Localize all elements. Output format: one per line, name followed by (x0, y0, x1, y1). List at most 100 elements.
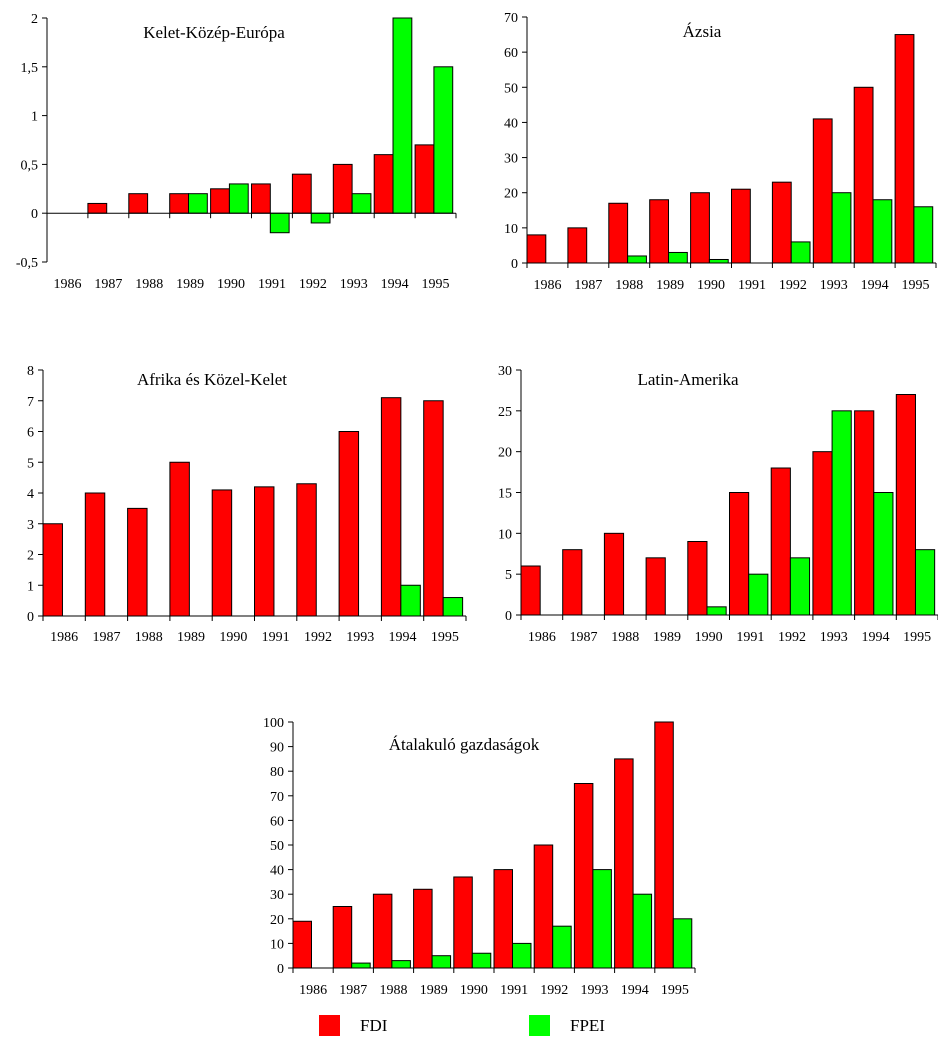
fdi-bar-1990 (211, 489, 233, 617)
fdi-bar-1989 (413, 888, 433, 969)
fpei-bar-1995 (442, 597, 464, 617)
y-tick-label: 5 (27, 456, 34, 471)
fdi-bar-1993 (332, 163, 353, 214)
fdi-bar-1992 (533, 844, 554, 969)
legend-swatch-fpei (529, 1015, 550, 1036)
x-tick-label: 1988 (135, 630, 163, 645)
fpei-bar-1990 (228, 183, 249, 214)
y-tick-label: 10 (498, 527, 512, 542)
x-tick-label: 1995 (431, 630, 459, 645)
chart-title: Átalakuló gazdaságok (389, 735, 540, 754)
y-tick-label: 8 (27, 364, 34, 379)
fpei-bar-1990 (708, 258, 729, 264)
chart-4: Latin-Amerika 0 5 10 15 20 25 30 1986 1987 1988 198… (498, 364, 938, 645)
y-tick-label: 100 (263, 716, 284, 731)
fdi-bar-1986 (526, 234, 547, 264)
fdi-bar-1990 (687, 541, 708, 616)
fpei-bar-1995 (913, 206, 934, 264)
y-tick-label: 40 (504, 116, 518, 131)
fdi-bar-1988 (372, 893, 393, 969)
fdi-bar-1995 (423, 400, 444, 617)
fdi-bar-1994 (854, 410, 875, 616)
fpei-bar-1992 (552, 925, 572, 969)
y-tick-label: 1,5 (21, 61, 39, 76)
fpei-bar-1987 (351, 962, 371, 969)
fpei-bar-1994 (872, 199, 893, 264)
x-tick-label: 1986 (50, 630, 78, 645)
y-tick-label: 5 (505, 568, 512, 583)
fdi-bar-1993 (812, 118, 833, 264)
x-tick-label: 1995 (422, 277, 450, 292)
fpei-bar-1993 (351, 193, 372, 214)
y-tick-label: 50 (270, 839, 284, 854)
x-tick-label: 1992 (778, 630, 806, 645)
fdi-bar-1992 (291, 173, 312, 214)
fdi-bar-1991 (254, 486, 275, 617)
fpei-bar-1993 (592, 869, 612, 969)
y-tick-label: 0 (511, 257, 518, 272)
fdi-bar-1990 (453, 876, 473, 969)
x-tick-label: 1991 (738, 278, 766, 293)
x-tick-label: 1986 (299, 983, 327, 998)
y-tick-label: 20 (504, 187, 518, 202)
x-tick-label: 1994 (621, 983, 649, 998)
y-tick-label: 30 (504, 152, 518, 167)
legend-label-fpei: FPEI (570, 1016, 605, 1035)
y-tick-label: 1 (27, 579, 34, 594)
fdi-bar-1989 (169, 461, 190, 617)
x-tick-label: 1988 (380, 983, 408, 998)
y-tick-label: 70 (270, 790, 284, 805)
chart-1: Kelet-Közép-Európa -0,5 0 0,5 1 1,5 2 1986 1987 1… (16, 12, 457, 292)
fpei-bar-1994 (400, 584, 421, 617)
y-tick-label: 15 (498, 487, 512, 502)
y-tick-label: 90 (270, 741, 284, 756)
fpei-bar-1991 (748, 573, 769, 616)
y-tick-label: 7 (27, 395, 34, 410)
x-tick-label: 1993 (820, 630, 848, 645)
fpei-bar-1993 (831, 410, 852, 616)
fpei-bar-1989 (188, 193, 208, 214)
y-tick-label: 40 (270, 864, 284, 879)
fpei-bar-1995 (672, 918, 693, 969)
y-tick-label: 25 (498, 405, 512, 420)
fdi-bar-1994 (373, 154, 394, 214)
x-tick-label: 1990 (695, 630, 723, 645)
x-tick-label: 1986 (528, 630, 556, 645)
y-tick-label: 30 (498, 364, 512, 379)
y-tick-label: 0 (31, 207, 38, 222)
x-tick-label: 1994 (381, 277, 409, 292)
fdi-bar-1991 (729, 492, 750, 616)
y-tick-label: 30 (270, 888, 284, 903)
x-tick-label: 1992 (304, 630, 332, 645)
fdi-bar-1986 (42, 523, 63, 617)
x-tick-label: 1993 (820, 278, 848, 293)
fpei-bar-1994 (873, 492, 894, 616)
fpei-bar-1991 (269, 212, 290, 234)
fpei-bar-1995 (914, 549, 936, 616)
fdi-bar-1993 (338, 431, 360, 617)
fdi-bar-1987 (332, 906, 353, 969)
x-tick-label: 1992 (540, 983, 568, 998)
x-tick-label: 1995 (902, 278, 930, 293)
chart-title: Afrika és Közel-Kelet (137, 370, 287, 389)
y-tick-label: 80 (270, 765, 284, 780)
y-tick-label: 4 (27, 487, 34, 502)
fdi-bar-1987 (567, 227, 588, 264)
fpei-bar-1992 (790, 241, 811, 264)
x-tick-label: 1988 (135, 277, 163, 292)
fpei-bar-1989 (668, 251, 688, 264)
fdi-bar-1991 (731, 188, 751, 264)
y-tick-label: 1 (31, 110, 38, 125)
x-tick-label: 1992 (299, 277, 327, 292)
fpei-bar-1991 (511, 942, 532, 969)
x-tick-label: 1993 (340, 277, 368, 292)
y-tick-label: 60 (270, 814, 284, 829)
x-tick-label: 1990 (217, 277, 245, 292)
chart-5: Átalakuló gazdaságok 0 10 20 30 40 50 60 70 80 90 1… (263, 716, 696, 998)
fdi-bar-1992 (770, 467, 791, 616)
fdi-bar-1995 (894, 34, 915, 264)
x-tick-label: 1988 (611, 630, 639, 645)
x-tick-label: 1993 (581, 983, 609, 998)
x-tick-label: 1994 (861, 278, 889, 293)
